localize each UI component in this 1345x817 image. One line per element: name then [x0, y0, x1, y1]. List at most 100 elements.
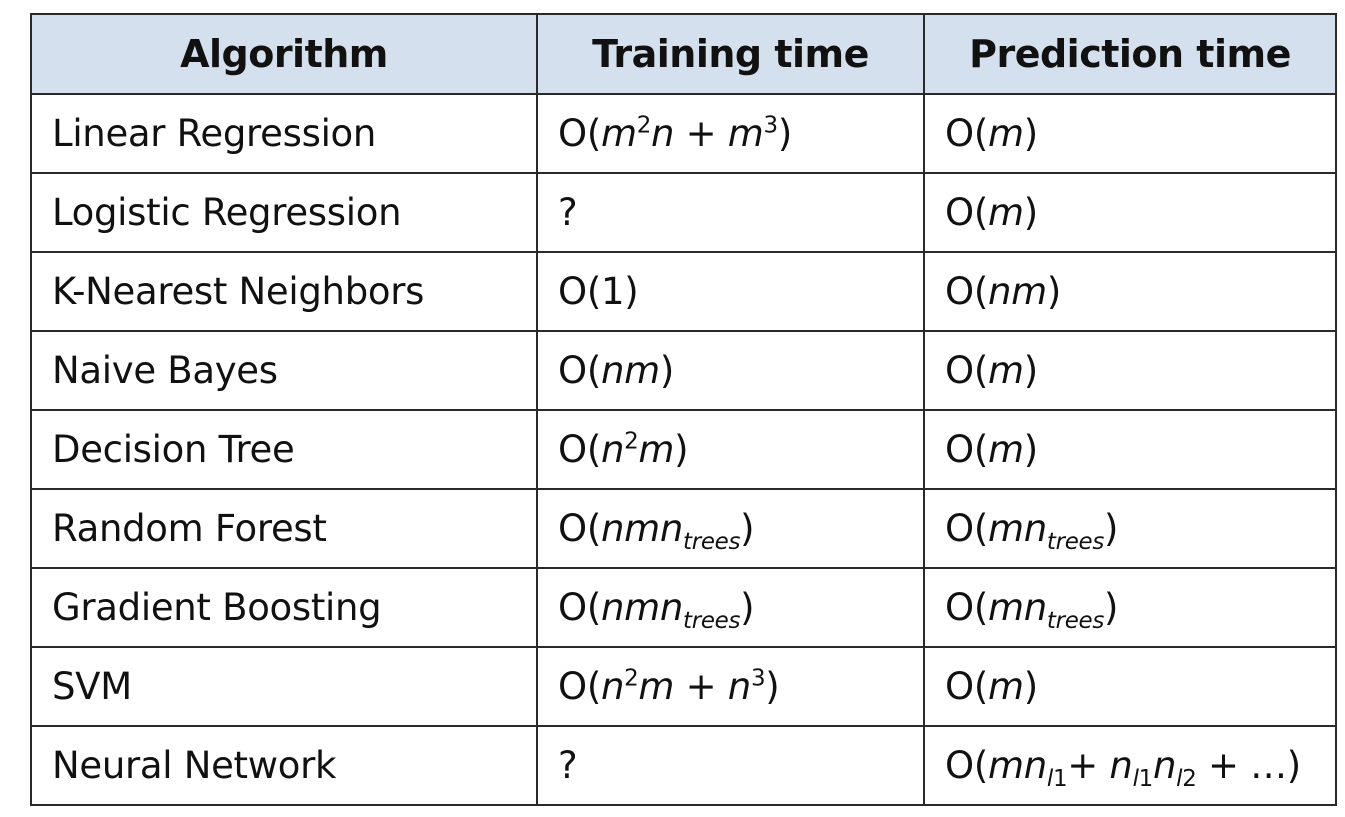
formula-token: m [987, 112, 1024, 155]
formula-token: ( [586, 665, 601, 708]
table-row: Random Forest O(nmntrees) O(mntrees) [30, 488, 1337, 569]
formula-token: 2 [636, 112, 652, 139]
algorithm-cell: Neural Network [30, 725, 538, 806]
table-row: Naive Bayes O(nm) O(m) [30, 330, 1337, 411]
formula-token: ) [740, 586, 755, 629]
formula-token: n [727, 665, 751, 708]
training-time-cell: O(n2m) [536, 409, 925, 490]
algorithm-cell: Decision Tree [30, 409, 538, 490]
formula-token: 3 [763, 112, 779, 139]
formula-token: O [558, 507, 587, 550]
complexity-table: Algorithm Training time Prediction time … [30, 13, 1337, 806]
table-header: Algorithm Training time Prediction time [30, 13, 1337, 95]
formula-token: O [558, 270, 587, 313]
formula-token: ( [973, 270, 988, 313]
prediction-time-cell: O(nm) [923, 251, 1337, 332]
formula-token: + …) [1196, 744, 1301, 787]
formula-token: 3 [750, 665, 766, 692]
algorithm-cell: SVM [30, 646, 538, 727]
header-row: Algorithm Training time Prediction time [30, 13, 1337, 95]
training-time-cell: ? [536, 725, 925, 806]
formula-token: ( [973, 349, 988, 392]
formula-token: m [987, 665, 1024, 708]
formula-token: n [600, 428, 625, 471]
formula-token: ( [586, 349, 601, 392]
formula-token: trees [683, 608, 741, 635]
formula-token: ( [973, 665, 988, 708]
formula-token: O [945, 112, 974, 155]
algorithm-cell: Random Forest [30, 488, 538, 569]
formula-token: O [945, 586, 974, 629]
formula-token: n [600, 665, 625, 708]
formula-token: l [1176, 766, 1183, 793]
formula-token: ( [973, 191, 988, 234]
table-row: Decision Tree O(n2m) O(m) [30, 409, 1337, 490]
formula-token: mn [987, 744, 1047, 787]
formula-token: nm [987, 270, 1047, 313]
formula-token: mn [987, 507, 1047, 550]
training-time-cell: O(nmntrees) [536, 488, 925, 569]
training-time-cell: O(1) [536, 251, 925, 332]
complexity-table-container: Algorithm Training time Prediction time … [30, 13, 1337, 806]
algorithm-cell: Linear Regression [30, 93, 538, 174]
algorithm-cell: Logistic Regression [30, 172, 538, 253]
formula-token: 1 [1052, 766, 1068, 793]
formula-token: O [945, 428, 974, 471]
formula-token: m [727, 112, 764, 155]
header-prediction-time: Prediction time [923, 13, 1337, 95]
training-time-cell: O(nmntrees) [536, 567, 925, 648]
formula-token: ) [1046, 270, 1062, 313]
formula-token: ) [674, 428, 689, 471]
formula-token: n [1152, 744, 1177, 787]
formula-token: + [674, 665, 728, 708]
table-row: SVM O(n2m + n3) O(m) [30, 646, 1337, 727]
formula-token: ) [1103, 507, 1119, 550]
formula-token: + [674, 112, 728, 155]
formula-token: O [945, 191, 974, 234]
formula-token: nm [600, 349, 660, 392]
formula-token: n [1109, 744, 1133, 787]
formula-token: ) [777, 112, 792, 155]
formula-token: ? [558, 191, 578, 234]
algorithm-cell: Naive Bayes [30, 330, 538, 411]
formula-token: l [1132, 766, 1139, 793]
table-row: K-Nearest Neighbors O(1) O(nm) [30, 251, 1337, 332]
formula-token: m [987, 191, 1024, 234]
prediction-time-cell: O(m) [923, 172, 1337, 253]
formula-token: O [558, 665, 587, 708]
formula-token: ( [973, 586, 988, 629]
table-row: Linear Regression O(m2n + m3) O(m) [30, 93, 1337, 174]
formula-token: m [987, 428, 1024, 471]
formula-token: O [558, 349, 587, 392]
formula-token: ) [1103, 586, 1119, 629]
formula-token: ( [586, 112, 601, 155]
formula-token: trees [683, 529, 741, 556]
formula-token: 1 [1138, 766, 1154, 793]
formula-token: trees [1046, 529, 1104, 556]
prediction-time-cell: O(mntrees) [923, 488, 1337, 569]
formula-token: ( [973, 507, 988, 550]
training-time-cell: O(n2m + n3) [536, 646, 925, 727]
formula-token: ) [765, 665, 780, 708]
prediction-time-cell: O(m) [923, 409, 1337, 490]
prediction-time-cell: O(m) [923, 330, 1337, 411]
prediction-time-cell: O(m) [923, 646, 1337, 727]
formula-token: O [945, 349, 974, 392]
prediction-time-cell: O(mntrees) [923, 567, 1337, 648]
formula-token: trees [1046, 608, 1104, 635]
header-training-time: Training time [536, 13, 925, 95]
formula-token: n [651, 112, 675, 155]
formula-token: ) [740, 507, 755, 550]
table-row: Neural Network? O(mnl1+ nl1nl2 + …) [30, 725, 1337, 806]
formula-token: ) [1023, 665, 1038, 708]
formula-token: O [945, 507, 974, 550]
formula-token: ? [558, 744, 578, 787]
formula-token: m [638, 665, 675, 708]
formula-token: + [1067, 744, 1110, 787]
formula-token: O [558, 428, 587, 471]
formula-token: 2 [624, 665, 639, 692]
training-time-cell: O(m2n + m3) [536, 93, 925, 174]
formula-token: m [600, 112, 637, 155]
formula-token: nmn [600, 586, 684, 629]
formula-token: ( [586, 428, 601, 471]
